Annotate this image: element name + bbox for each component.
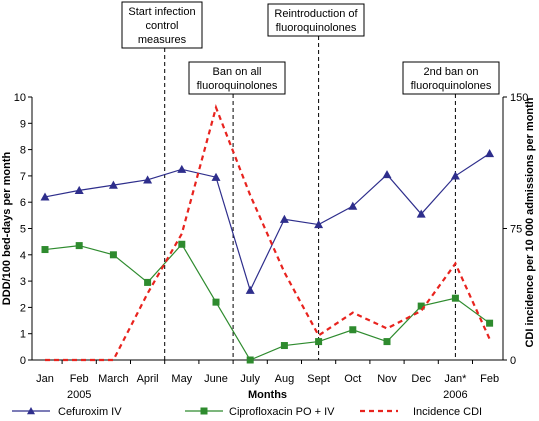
annotation-lines (164, 36, 456, 360)
series-ciprofloxacin-po-iv (41, 240, 494, 364)
y-left-tick-label: 3 (20, 276, 26, 288)
y-left-tick-label: 6 (20, 197, 26, 209)
year-label: 2006 (443, 389, 467, 401)
legend-item: Cefuroxim IV (12, 406, 122, 418)
annotation-text: control (145, 20, 178, 32)
x-tick-label: Dec (411, 373, 431, 385)
data-point-square (75, 242, 83, 250)
data-point-triangle (245, 285, 255, 294)
y-left-tick-label: 9 (20, 118, 26, 130)
x-tick-label: Feb (480, 373, 499, 385)
y-left-tick-label: 2 (20, 302, 26, 314)
annotation-text: fluoroquinolones (411, 80, 492, 92)
data-point-square (144, 278, 152, 286)
x-tick-label: May (171, 373, 192, 385)
y-left-tick-label: 1 (20, 329, 26, 341)
data-point-triangle (74, 185, 84, 194)
legend-item: Incidence CDI (360, 406, 482, 418)
series-line (44, 243, 490, 361)
annotation-box (188, 61, 286, 95)
data-point-triangle (485, 149, 495, 158)
data-point-square (315, 338, 323, 346)
series-cefuroxim-iv (40, 149, 495, 294)
annotation-text: measures (138, 34, 187, 46)
x-tick-label: Jan (36, 373, 54, 385)
y-right-tick-label: 75 (510, 224, 522, 236)
series-line (44, 153, 490, 292)
annotation-box (267, 3, 365, 37)
series-line (45, 104, 491, 362)
data-point-square (246, 356, 254, 364)
legend: Cefuroxim IV Ciprofloxacin PO + IV Inciden… (12, 406, 482, 418)
data-point-triangle (314, 220, 324, 229)
annotation-box (402, 61, 500, 95)
data-point-triangle (40, 192, 50, 201)
data-point-triangle (108, 180, 118, 189)
data-point-square (280, 342, 288, 350)
x-tick-label: Nov (377, 373, 397, 385)
x-tick-label: Jan* (444, 373, 467, 385)
annotation-text: fluoroquinolones (197, 80, 278, 92)
y-right-tick-label: 0 (510, 355, 516, 367)
x-tick-label: Aug (275, 373, 295, 385)
data-point-square (109, 251, 117, 259)
data-point-triangle (279, 214, 289, 223)
data-point-triangle (177, 164, 187, 173)
annotation-text: Reintroduction of (274, 8, 358, 20)
x-axis-title: Months (248, 389, 287, 401)
y-left-tick-label: 8 (20, 145, 26, 157)
y-axis-left-title: DDD/100 bed-days per month (1, 152, 13, 306)
data-point-triangle (27, 407, 35, 415)
annotation-text: Start infection (128, 6, 195, 18)
y-left-tick-label: 0 (20, 355, 26, 367)
data-point-square (349, 326, 357, 334)
data-point-triangle (143, 175, 153, 184)
y-right-tick-label: 150 (510, 92, 528, 104)
year-label: 2005 (67, 389, 91, 401)
data-point-square (451, 294, 459, 302)
y-axis-right-title: CDI incidence per 10 000 admissions per … (524, 97, 536, 347)
x-tick-label: March (98, 373, 129, 385)
data-point-square (417, 302, 425, 310)
legend-label: Incidence CDI (413, 406, 482, 418)
legend-item: Ciprofloxacin PO + IV (185, 406, 335, 418)
x-tick-label: Feb (70, 373, 89, 385)
legend-label: Cefuroxim IV (58, 406, 122, 418)
data-point-square (178, 240, 186, 248)
data-point-triangle (348, 201, 358, 210)
x-tick-label: Oct (344, 373, 361, 385)
data-point-triangle (382, 170, 392, 179)
annotations: Start infection control measures Ban on all… (121, 1, 500, 95)
data-point-square (200, 407, 208, 415)
data-point-triangle (416, 209, 426, 218)
y-left-tick-label: 7 (20, 171, 26, 183)
data-point-triangle (211, 172, 221, 181)
y-left-tick-label: 5 (20, 224, 26, 236)
annotation-text: 2nd ban on (423, 66, 478, 78)
data-point-square (486, 319, 494, 327)
annotation-text: Ban on all (213, 66, 262, 78)
y-left-tick-label: 4 (20, 250, 26, 262)
data-point-square (383, 338, 391, 346)
data-point-square (212, 298, 220, 306)
data-point-square (41, 246, 49, 254)
legend-label: Ciprofloxacin PO + IV (229, 406, 335, 418)
annotation-text: fluoroquinolones (276, 22, 357, 34)
y-left-tick-label: 10 (14, 92, 26, 104)
series-layer (40, 104, 495, 364)
x-tick-label: Sept (307, 373, 330, 385)
data-point-triangle (450, 171, 460, 180)
annotation-box (121, 1, 203, 49)
x-tick-label: July (240, 373, 260, 385)
x-tick-label: June (204, 373, 228, 385)
series-incidence-cdi (45, 104, 491, 362)
x-tick-label: April (137, 373, 159, 385)
